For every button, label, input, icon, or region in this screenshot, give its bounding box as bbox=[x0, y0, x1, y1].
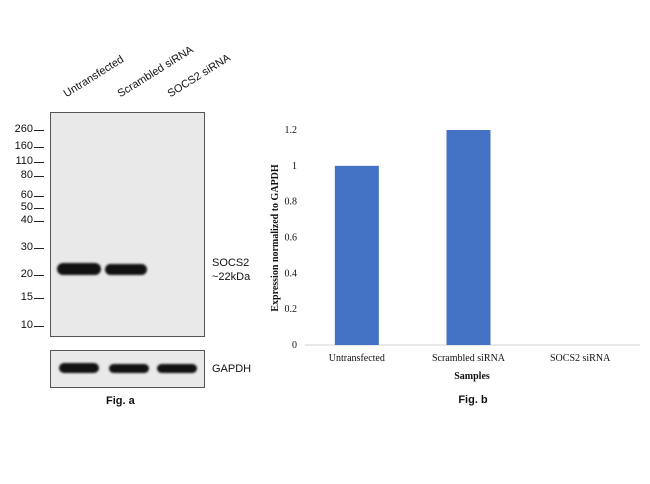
target-size-label: ~22kDa bbox=[212, 271, 251, 283]
fig-a-caption: Fig. a bbox=[106, 395, 135, 407]
blot-main-panel bbox=[50, 112, 205, 337]
gapdh-band-untransfected bbox=[59, 363, 99, 373]
y-axis-title: Expression normalized to GAPDH bbox=[270, 164, 281, 312]
socs2-band-scrambled bbox=[105, 264, 147, 275]
mw-tick bbox=[34, 275, 44, 276]
bar bbox=[334, 165, 379, 345]
mw-tick bbox=[34, 162, 44, 163]
mw-label: 110 bbox=[15, 155, 33, 167]
mw-label: 160 bbox=[14, 140, 33, 152]
mw-label: 50 bbox=[20, 201, 33, 213]
mw-label: 260 bbox=[14, 123, 33, 135]
loading-control-label: GAPDH bbox=[212, 363, 252, 375]
mw-tick bbox=[34, 196, 44, 197]
mw-label: 20 bbox=[20, 268, 33, 280]
y-tick-label: 1 bbox=[292, 161, 297, 172]
target-label: SOCS2 bbox=[212, 257, 250, 269]
mw-tick bbox=[34, 221, 44, 222]
x-tick-label: Untransfected bbox=[329, 353, 385, 364]
blot-gapdh-panel bbox=[50, 350, 205, 388]
mw-tick bbox=[34, 176, 44, 177]
mw-label: 30 bbox=[20, 241, 33, 253]
mw-label: 10 bbox=[20, 319, 33, 331]
x-tick-label: Scrambled siRNA bbox=[432, 353, 506, 364]
mw-label: 80 bbox=[20, 169, 33, 181]
mw-label: 40 bbox=[20, 214, 33, 226]
mw-tick bbox=[34, 326, 44, 327]
gapdh-band-scrambled bbox=[109, 364, 149, 373]
mw-tick bbox=[34, 298, 44, 299]
mw-label: 15 bbox=[20, 291, 33, 303]
fig-b-caption: Fig. b bbox=[458, 394, 488, 406]
x-tick-label: SOCS2 siRNA bbox=[550, 353, 611, 364]
mw-tick bbox=[34, 130, 44, 131]
mw-tick bbox=[34, 248, 44, 249]
y-tick-label: 1.2 bbox=[285, 125, 298, 136]
gapdh-band-socs2 bbox=[157, 364, 197, 373]
mw-tick bbox=[34, 147, 44, 148]
y-tick-label: 0.2 bbox=[285, 304, 298, 315]
y-tick-label: 0.8 bbox=[285, 197, 298, 208]
x-axis-title: Samples bbox=[454, 371, 490, 382]
y-tick-label: 0.6 bbox=[285, 233, 298, 244]
socs2-band-untransfected bbox=[57, 263, 101, 275]
mw-label: 60 bbox=[20, 189, 33, 201]
y-tick-label: 0 bbox=[292, 340, 297, 351]
mw-tick bbox=[34, 208, 44, 209]
bar bbox=[446, 130, 491, 345]
y-tick-label: 0.4 bbox=[285, 268, 298, 279]
